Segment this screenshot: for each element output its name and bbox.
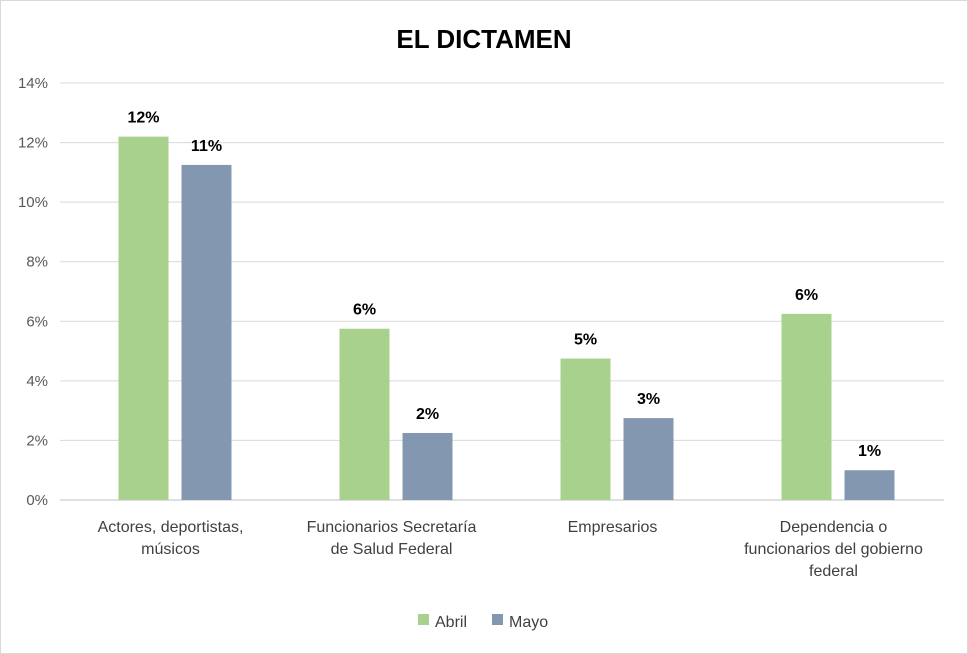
legend-swatch — [418, 614, 429, 625]
y-tick-label: 2% — [26, 432, 48, 449]
bar-mayo[interactable] — [844, 470, 895, 500]
bar-mayo[interactable] — [181, 164, 232, 501]
y-tick-label: 6% — [26, 313, 48, 330]
data-label: 6% — [795, 287, 818, 304]
y-tick-label: 10% — [18, 194, 48, 211]
x-category-label: de Salud Federal — [331, 541, 453, 558]
legend-label: Mayo — [509, 614, 548, 631]
data-label: 6% — [353, 302, 376, 319]
legend-item-abril[interactable]: Abril — [418, 614, 467, 631]
y-tick-label: 8% — [26, 254, 48, 271]
legend-item-mayo[interactable]: Mayo — [492, 614, 548, 631]
data-label: 3% — [637, 391, 660, 408]
bar-abril[interactable] — [560, 358, 611, 500]
bar-mayo[interactable] — [402, 432, 453, 500]
legend-swatch — [492, 614, 503, 625]
y-tick-label: 14% — [18, 75, 48, 92]
bar-mayo[interactable] — [623, 418, 674, 500]
data-label: 12% — [127, 110, 159, 127]
data-label: 1% — [858, 443, 881, 460]
y-tick-label: 4% — [26, 373, 48, 390]
chart-title: EL DICTAMEN — [396, 24, 571, 54]
x-category-label: músicos — [141, 541, 200, 558]
y-tick-label: 0% — [26, 492, 48, 509]
x-category-label: funcionarios del gobierno — [744, 541, 923, 558]
bar-abril[interactable] — [781, 313, 832, 500]
data-label: 2% — [416, 406, 439, 423]
bar-abril[interactable] — [118, 136, 169, 500]
x-category-label: Funcionarios Secretaría — [307, 519, 477, 536]
x-category-label: Empresarios — [568, 519, 658, 536]
data-label: 5% — [574, 332, 597, 349]
x-category-label: Actores, deportistas, — [98, 519, 244, 536]
legend-label: Abril — [435, 614, 467, 631]
y-tick-label: 12% — [18, 135, 48, 152]
bar-abril[interactable] — [339, 328, 390, 500]
x-category-label: federal — [809, 563, 858, 580]
x-category-label: Dependencia o — [780, 519, 888, 536]
data-label: 11% — [191, 138, 222, 155]
